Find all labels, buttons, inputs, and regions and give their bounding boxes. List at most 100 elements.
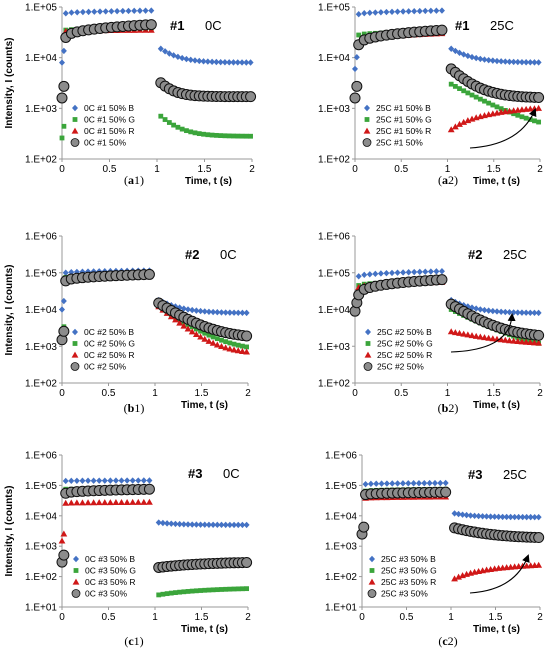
blue-diamond-marker (514, 58, 521, 66)
blue-diamond-marker (502, 58, 509, 65)
trend-arrow (469, 554, 530, 594)
grey-circle-marker (440, 486, 452, 498)
blue-diamond-marker (185, 521, 192, 528)
y-tick-label: 1.E+03 (325, 542, 357, 553)
chart-panel-c1: 1.E+01 1.E+02 1.E+03 1.E+04 1.E+05 1.E+06 0 0.5… (4, 451, 253, 648)
x-tick-label: 0 (352, 164, 358, 175)
green-square-marker (219, 587, 224, 592)
red-triangle-marker (197, 333, 204, 340)
series-blue-diamond (352, 268, 542, 317)
blue-diamond-marker (125, 7, 132, 15)
legend-label: 0C #2 50% R (84, 350, 135, 360)
red-triangle-marker (230, 346, 238, 353)
x-tick-label: 1 (152, 612, 158, 623)
x-tick-label: 2 (245, 388, 251, 399)
blue-diamond-marker (235, 309, 242, 316)
blue-diamond-marker (189, 521, 196, 528)
blue-diamond-marker (226, 59, 233, 66)
blue-diamond-marker (60, 47, 67, 55)
y-tick-label: 1.E+05 (318, 268, 350, 279)
green-square-marker (498, 106, 504, 112)
blue-diamond-marker (479, 513, 486, 520)
blue-diamond-marker (131, 7, 138, 15)
blue-diamond-marker (355, 11, 362, 18)
red-triangle-marker (79, 499, 86, 506)
blue-diamond-marker (506, 58, 513, 65)
red-triangle-marker (201, 335, 209, 342)
blue-diamond-marker (485, 56, 492, 64)
blue-diamond-marker (519, 513, 526, 521)
legend-grey-circle-marker (367, 589, 377, 598)
legend-label: 25C #2 50% B (377, 327, 432, 337)
legend-label: 25C #2 50% R (377, 350, 432, 360)
legend-label: 25C #1 50% (376, 138, 423, 148)
legend-green-square-marker (72, 117, 78, 122)
blue-diamond-marker (448, 45, 455, 52)
legend: 0C #1 50% B 0C #1 50% G0C #1 50% R 0C #1 5… (70, 103, 135, 148)
y-tick-label: 1.E+05 (318, 3, 350, 14)
blue-diamond-marker (455, 510, 462, 518)
red-triangle-marker (146, 498, 153, 505)
blue-diamond-marker (205, 521, 212, 528)
series-grey-circle (349, 274, 545, 341)
series-grey-circle (56, 19, 257, 104)
blue-diamond-marker (498, 308, 505, 315)
blue-diamond-marker (180, 305, 187, 312)
legend-red-triangle-marker (368, 578, 376, 585)
red-triangle-marker (62, 499, 70, 506)
red-triangle-marker (460, 330, 468, 337)
blue-diamond-marker (416, 268, 423, 276)
blue-diamond-marker (200, 58, 207, 65)
green-square-marker (210, 587, 216, 593)
blue-diamond-marker (531, 309, 538, 317)
sample-label: #3 (188, 466, 202, 481)
blue-diamond-marker (85, 477, 92, 484)
red-triangle-marker (489, 335, 497, 342)
blue-diamond-marker (218, 521, 225, 529)
panel-caption: (b2) (438, 401, 459, 415)
red-triangle-marker (456, 329, 463, 336)
green-square-marker (202, 330, 208, 336)
grey-circle-marker (351, 80, 363, 92)
caption-number: 1 (134, 401, 140, 415)
y-tick-label: 1.E+04 (318, 305, 350, 316)
blue-diamond-marker (377, 270, 384, 277)
blue-diamond-marker (189, 306, 196, 314)
green-square-marker (223, 339, 229, 345)
blue-diamond-marker (415, 479, 422, 487)
blue-diamond-marker (210, 521, 217, 529)
y-tick-label: 1.E+04 (318, 53, 350, 64)
green-square-marker (511, 111, 517, 117)
blue-diamond-marker (193, 521, 200, 528)
x-tick-label: 1.5 (489, 612, 503, 623)
blue-diamond-marker (107, 477, 114, 484)
green-square-marker (536, 119, 542, 125)
red-triangle-marker (58, 537, 66, 544)
green-square-marker (210, 334, 216, 340)
blue-diamond-marker (518, 309, 525, 316)
green-square-marker (209, 132, 215, 138)
x-axis-title: Time, t (s) (473, 400, 520, 411)
legend-label: 0C #1 50% R (84, 126, 135, 136)
x-tick-label: 1 (152, 388, 158, 399)
y-tick-label: 1.E+02 (325, 572, 357, 583)
blue-diamond-marker (204, 58, 211, 65)
blue-diamond-marker (136, 7, 143, 14)
blue-diamond-marker (230, 59, 237, 66)
green-square-marker (179, 126, 185, 132)
caption-number: 2 (448, 401, 454, 415)
x-tick-label: 0 (352, 388, 358, 399)
legend-label: 0C #1 50% G (84, 115, 135, 125)
grey-circle-marker (533, 91, 545, 103)
legend-label: 25C #3 50% R (381, 577, 436, 587)
blue-diamond-marker (222, 521, 229, 529)
blue-diamond-marker (119, 7, 126, 15)
blue-diamond-marker (442, 479, 449, 487)
caption-letter: c (442, 634, 448, 648)
x-tick-label: 2 (537, 164, 543, 175)
x-tick-label: 1.5 (195, 388, 209, 399)
series-blue-diamond (62, 477, 250, 529)
green-square-marker (196, 131, 202, 137)
blue-diamond-marker (366, 9, 373, 17)
